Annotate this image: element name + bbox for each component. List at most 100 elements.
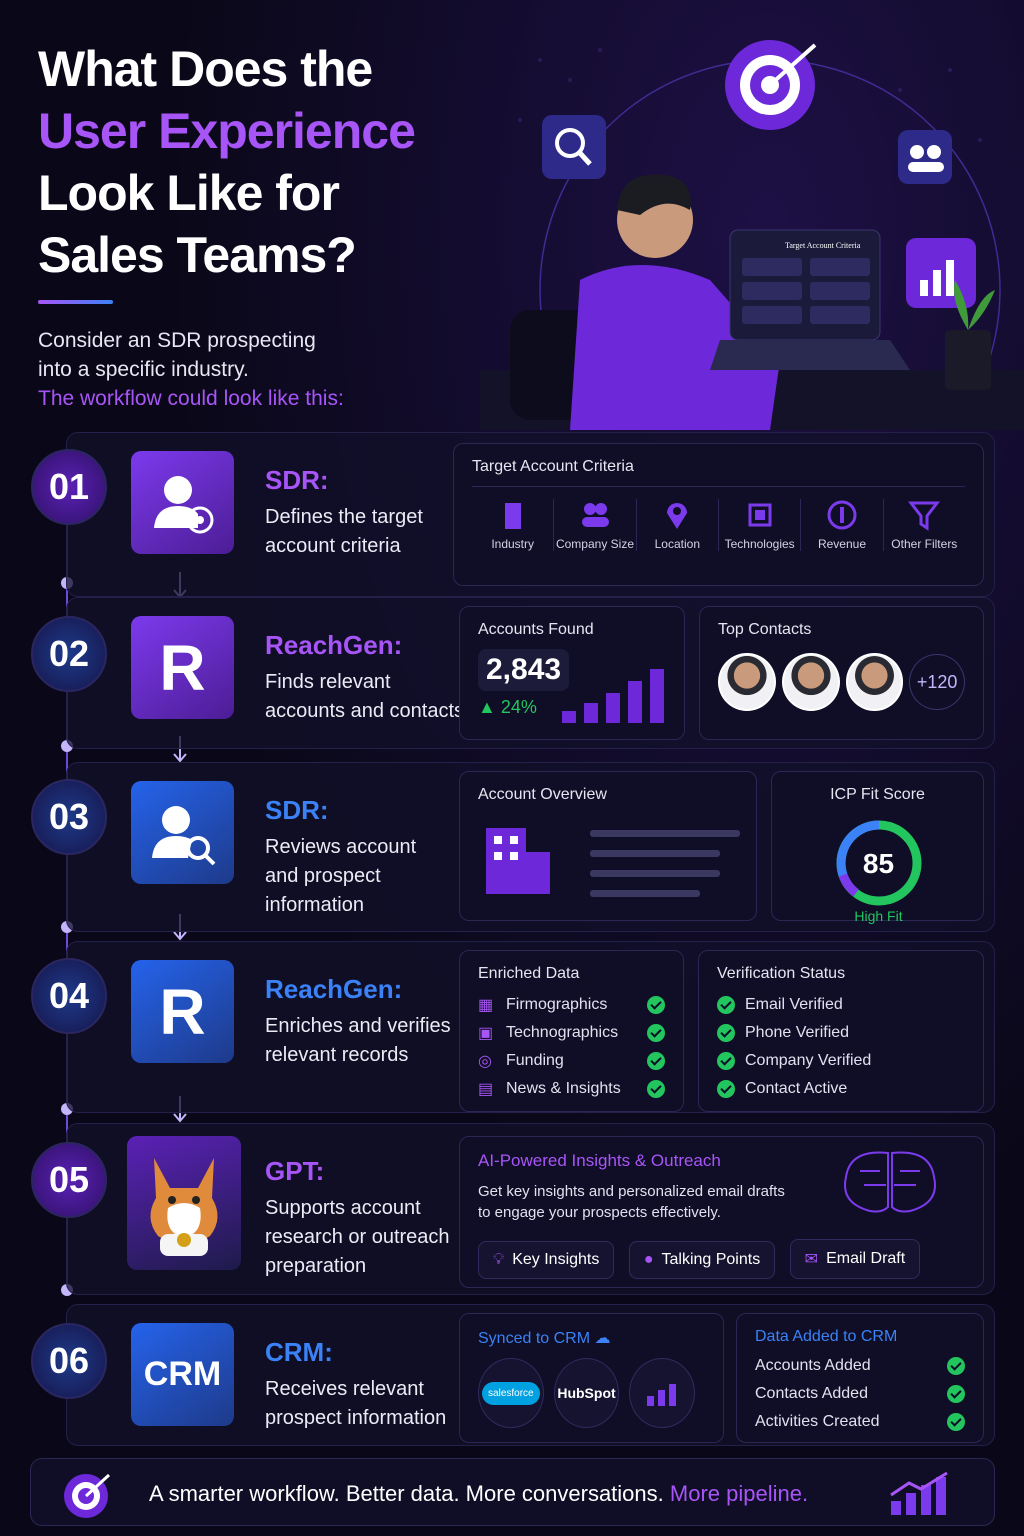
check [717,1024,735,1042]
panel: Target Account Criteria Industry Company… [453,443,984,586]
step-icon: R [131,960,234,1063]
step-icon: CRM [131,1323,234,1426]
illustration: Target Account Criteria [480,40,1024,430]
step-actor: ReachGen: [265,974,403,1004]
desc-line: Reviews account [265,836,417,858]
brain-graphic [844,1151,936,1213]
desc-line: information [265,894,364,916]
screen-title: Target Account Criteria [785,241,861,250]
panel: Account Overview [459,771,757,921]
button-label: Key Insights [512,1251,600,1268]
step-number: 06 [31,1323,107,1399]
change: ▲ 24% [478,697,666,718]
desc-line: research or outreach [265,1226,450,1248]
step-description: Finds relevant accounts and contacts [265,668,464,726]
step-icon: R [131,616,234,719]
check [947,1357,965,1375]
step-actor: ReachGen: [265,630,403,660]
accounts-value: 2,843 [478,649,570,691]
button-label: Talking Points [661,1251,761,1268]
panel-title: Data Added to CRM [755,1328,898,1345]
button-icon: ✉︎ [804,1251,819,1268]
criterion-label: Revenue [817,537,866,551]
step: 05 GPT: Supports account research or outr… [31,1123,995,1295]
title-line: Sales Teams? [38,227,357,283]
intro-highlight: The workflow could look like this: [38,387,344,410]
step-actor: CRM: [265,1337,333,1367]
check [947,1413,965,1431]
step-description: Reviews account and prospect information [265,833,416,920]
desc-line: Enriches and verifies [265,1015,451,1037]
step: 04 R ReachGen: Enriches and verifies rele… [31,941,995,1113]
title-line: What Does the [38,41,373,97]
item-icon: ▣ [478,1025,494,1042]
step: 06 CRM CRM: Receives relevant prospect in… [31,1304,995,1446]
desc-line: relevant records [265,1044,409,1066]
criterion: Industry [472,499,555,551]
step-actor: GPT: [265,1156,325,1186]
title: What Does the User Experience Look Like … [38,38,416,286]
footer-chart [890,1471,948,1515]
button-label: Email Draft [826,1250,906,1267]
text-line: Get key insights and personalized email … [478,1183,785,1200]
item-label: Technographics [506,1024,619,1041]
logo-text: salesforce [482,1381,540,1405]
list-item: ▦ Firmographics [478,991,665,1019]
step: 03 SDR: Reviews account and prospect infor… [31,762,995,932]
panel-title: Verification Status [717,965,846,982]
check [647,1052,665,1070]
criterion-label: Location [654,537,700,551]
avatar [781,653,840,711]
check [647,1080,665,1098]
criteria-list: Industry Company Size Location Technolog… [472,486,965,551]
criterion-label: Other Filters [891,537,958,551]
item-label: Accounts Added [755,1357,871,1374]
button-icon: 💡︎ [493,1251,505,1268]
step-description: Enriches and verifies relevant records [265,1012,451,1070]
criterion: Technologies [719,499,802,551]
score-rating: High Fit [854,908,903,924]
step: 02 R ReachGen: Finds relevant accounts an… [31,597,995,749]
criterion: Other Filters [884,499,965,551]
desc-line: Defines the target [265,506,423,528]
criterion: Location [637,499,719,551]
panel: Top Contacts +120 [699,606,984,740]
panel: Verification Status Email Verified Phone… [698,950,984,1112]
panel-title: Accounts Found [478,621,594,638]
list-item: Accounts Added [755,1352,965,1380]
button-icon: ● [643,1251,654,1268]
step-description: Supports account research or outreach prep… [265,1194,450,1281]
panel-title: Top Contacts [718,621,812,638]
step-number: 04 [31,958,107,1034]
panel-title: Synced to CRM ☁︎ [478,1328,705,1348]
panel: Enriched Data ▦ Firmographics ▣ Technograp… [459,950,684,1112]
overview-graphic [486,828,740,897]
crm-logo: salesforce [478,1358,544,1428]
panel: Accounts Found 2,843 ▲ 24% [459,606,685,740]
list-item: ◎ Funding [478,1047,665,1075]
footer-target [64,1473,111,1518]
list-item: Email Verified [717,991,965,1019]
score: 85 [862,848,895,879]
step-number: 05 [31,1142,107,1218]
step-icon [131,781,234,884]
footer: A smarter workflow. Better data. More co… [30,1458,995,1526]
cloud-icon: ☁︎ [594,1330,611,1347]
step-description: Receives relevant prospect information [265,1375,446,1433]
list-item: Phone Verified [717,1019,965,1047]
criterion-label: Industry [491,537,534,551]
insight-button: ● Talking Points [628,1241,776,1279]
score-ring [836,820,922,906]
item-label: Funding [506,1052,564,1069]
desc-line: Finds relevant [265,671,391,693]
step-description: Defines the target account criteria [265,503,423,561]
panel-title: Target Account Criteria [472,458,634,475]
footer-highlight: More pipeline. [669,1481,809,1506]
panel: Data Added to CRM Accounts Added Contact… [736,1313,984,1443]
accent-bar [38,300,113,304]
buttons: 💡︎ Key Insights ● Talking Points ✉︎ Email D… [478,1239,965,1279]
item-label: News & Insights [506,1080,621,1097]
panel: AI-Powered Insights & Outreach Get key i… [459,1136,984,1288]
panel-text: Get key insights and personalized email … [478,1181,965,1223]
text-line: to engage your prospects effectively. [478,1204,721,1221]
